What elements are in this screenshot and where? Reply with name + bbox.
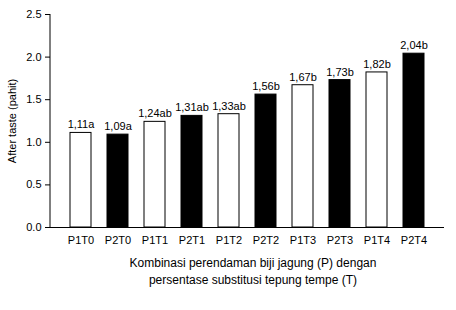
svg-text:P1T1: P1T1 [142,234,168,246]
svg-text:P2T2: P2T2 [253,234,279,246]
svg-text:P2T4: P2T4 [401,234,427,246]
svg-text:P1T4: P1T4 [364,234,390,246]
svg-text:After taste (pahit): After taste (pahit) [6,79,18,163]
svg-text:2,04b: 2,04b [400,39,428,51]
svg-text:P2T3: P2T3 [327,234,353,246]
svg-text:P1T0: P1T0 [68,234,94,246]
svg-text:1.0: 1.0 [26,136,41,148]
svg-text:1,09a: 1,09a [104,120,132,132]
svg-text:1,24ab: 1,24ab [138,107,172,119]
svg-text:1.5: 1.5 [26,93,41,105]
svg-text:P1T3: P1T3 [290,234,316,246]
svg-text:2.0: 2.0 [26,51,41,63]
svg-text:2.5: 2.5 [26,8,41,20]
svg-text:0.5: 0.5 [26,178,41,190]
svg-text:1,11a: 1,11a [68,118,96,130]
svg-text:P1T2: P1T2 [216,234,242,246]
svg-text:P2T1: P2T1 [179,234,205,246]
svg-text:1,56b: 1,56b [252,80,280,92]
svg-text:P2T0: P2T0 [105,234,131,246]
html-text:Kombinasi perendaman biji jagu: Kombinasi perendaman biji jagung (P) den… [129,256,377,287]
svg-text:1,33ab: 1,33ab [212,100,246,112]
svg-text:1,31ab: 1,31ab [175,101,209,113]
svg-text:1,67b: 1,67b [289,71,317,83]
svg-text:1,73b: 1,73b [326,66,354,78]
svg-text:0.0: 0.0 [26,221,41,233]
svg-text:1,82b: 1,82b [363,58,391,70]
